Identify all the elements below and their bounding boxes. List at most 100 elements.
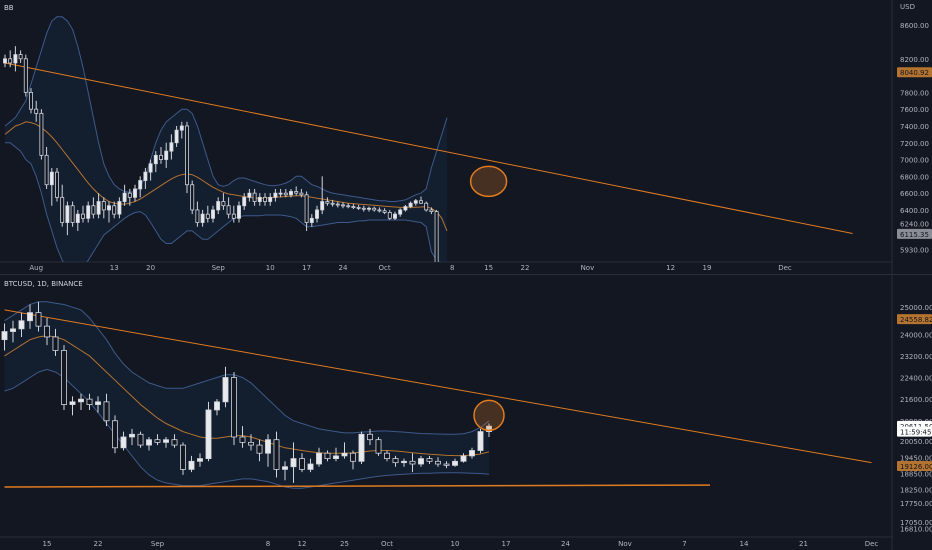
top-chart-svg[interactable]: 8600.00 8200.00 7800.00 7600.00 7400.00 7200.… — [0, 0, 932, 274]
candle-body — [52, 336, 59, 351]
x-tick-label: Dec — [778, 264, 792, 272]
candle-body — [18, 320, 25, 330]
candle-body — [61, 350, 67, 405]
candle-body — [49, 171, 54, 186]
candle-body — [273, 439, 280, 470]
candle-body — [127, 192, 132, 198]
candle-body — [13, 54, 18, 64]
candle-body — [95, 401, 101, 405]
bollinger-upper-band-line — [4, 16, 448, 202]
y-tick-label: 6400.00 — [900, 207, 929, 215]
candle-body — [316, 452, 322, 465]
plot-area — [1, 301, 872, 489]
candle-body — [44, 325, 50, 338]
countdown-label: 11:59:45 — [900, 429, 931, 437]
candle-body — [263, 196, 267, 202]
candle-body — [315, 209, 319, 219]
x-tick-label: 10 — [451, 540, 460, 548]
plot-background — [0, 0, 932, 274]
candle-body — [361, 207, 366, 210]
candle-body — [372, 207, 377, 211]
bollinger-upper-band-line — [4, 301, 490, 435]
x-tick-label: Aug — [29, 264, 43, 272]
y-tick-label: 7400.00 — [900, 123, 929, 131]
candle-body — [387, 212, 392, 219]
candle-body — [60, 196, 65, 223]
candle-body — [148, 163, 153, 173]
candle-body — [426, 458, 433, 462]
candle-body — [486, 425, 492, 432]
candle-body — [335, 203, 340, 206]
candle-body — [289, 191, 293, 196]
candle-body — [282, 466, 288, 470]
candle-body — [44, 154, 49, 186]
candle-body — [197, 458, 203, 462]
candle-body — [375, 439, 382, 454]
x-tick-label: 24 — [339, 264, 348, 272]
bottom-chart-pane[interactable]: 25000.00 24000.00 23200.00 22400.00 21600.00… — [0, 275, 932, 550]
candle-body — [469, 450, 475, 457]
price-label-box — [897, 228, 932, 239]
candle-body — [69, 401, 76, 405]
bollinger-lower-band-line — [5, 142, 440, 262]
candle-body — [419, 200, 423, 204]
candle-body — [226, 205, 231, 215]
y-tick-label: 7800.00 — [900, 89, 929, 97]
bollinger-lower-band-line — [4, 368, 490, 489]
candle-body — [350, 452, 356, 462]
candle-body — [294, 191, 299, 194]
bottom-chart-svg[interactable]: 25000.00 24000.00 23200.00 22400.00 21600.00… — [0, 275, 932, 550]
x-tick-label: 25 — [340, 540, 349, 548]
candle-body — [231, 377, 237, 438]
bollinger-basis-line — [4, 121, 448, 232]
candle-body — [81, 213, 85, 219]
x-tick-label: Oct — [381, 540, 393, 548]
candle-body — [299, 458, 305, 470]
pane-divider[interactable] — [0, 274, 932, 275]
candle-body — [367, 433, 373, 441]
x-tick-label: 12 — [666, 264, 675, 272]
candle-body — [443, 463, 450, 466]
candle-body — [460, 455, 467, 462]
candle-body — [393, 213, 397, 219]
y-tick-label: 7000.00 — [900, 157, 929, 165]
x-tick-label: 10 — [266, 264, 275, 272]
x-tick-label: 12 — [298, 540, 307, 548]
candle-body — [78, 398, 84, 403]
candle-body — [143, 171, 148, 181]
candle-body — [35, 312, 42, 327]
candle-body — [424, 202, 429, 211]
candle-body — [434, 211, 439, 262]
top-chart-pane[interactable]: 8600.00 8200.00 7800.00 7600.00 7400.00 7200.… — [0, 0, 932, 274]
candle-body — [216, 201, 221, 211]
candle-body — [320, 201, 325, 211]
x-tick-label: 13 — [110, 264, 119, 272]
candle-body — [351, 206, 356, 208]
price-label: 6115.35 — [900, 231, 929, 239]
candle-body — [174, 129, 179, 144]
candle-body — [195, 209, 200, 223]
y-tick-label: 22400.00 — [900, 375, 932, 383]
resistance-trendline — [4, 309, 872, 464]
candle-body — [179, 125, 184, 131]
resistance-trendline — [4, 62, 853, 234]
candle-body — [169, 142, 174, 152]
candle-body — [325, 201, 330, 204]
candle-body — [133, 188, 137, 198]
candle-body — [86, 398, 93, 405]
candle-body — [129, 433, 135, 438]
candle-body — [117, 201, 122, 215]
candle-body — [65, 205, 70, 223]
candle-body — [231, 213, 236, 219]
candle-body — [408, 202, 413, 207]
bollinger-basis-line — [4, 335, 490, 457]
candle-body — [248, 441, 254, 446]
price-label-box — [897, 426, 932, 437]
candle-body — [34, 108, 39, 114]
candle-body — [200, 213, 205, 223]
candle-body — [154, 439, 161, 443]
x-tick-label: 14 — [740, 540, 749, 548]
candle-body — [409, 460, 416, 465]
y-tick-label: 16810.00 — [900, 526, 932, 534]
y-tick-label: 7200.00 — [900, 140, 929, 148]
